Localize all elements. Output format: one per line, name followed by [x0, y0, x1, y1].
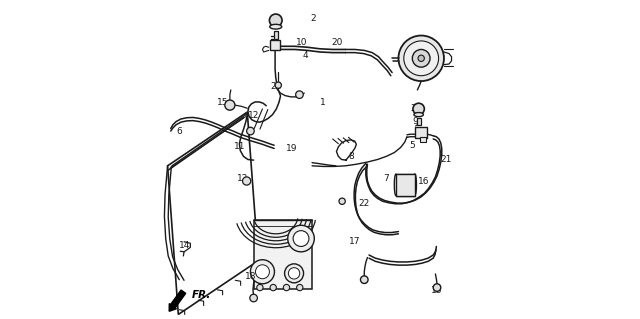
Text: 4: 4	[303, 51, 308, 60]
Circle shape	[246, 127, 254, 135]
Circle shape	[399, 35, 444, 81]
Circle shape	[285, 264, 303, 283]
Circle shape	[404, 41, 438, 76]
Text: 12: 12	[237, 174, 248, 183]
Ellipse shape	[413, 174, 417, 196]
Circle shape	[255, 265, 269, 279]
Text: 22: 22	[271, 82, 282, 91]
Text: 21: 21	[440, 155, 452, 164]
Bar	[270, 40, 280, 50]
Ellipse shape	[394, 174, 397, 196]
Text: 18: 18	[245, 272, 257, 281]
Polygon shape	[168, 112, 259, 315]
Bar	[396, 174, 415, 196]
Text: 5: 5	[409, 141, 415, 150]
Text: 9: 9	[412, 117, 418, 126]
Text: 16: 16	[418, 177, 429, 186]
Bar	[415, 127, 427, 138]
Text: 14: 14	[179, 241, 190, 250]
Circle shape	[225, 100, 235, 110]
Circle shape	[243, 177, 251, 185]
Bar	[420, 137, 426, 142]
Text: 1: 1	[320, 98, 326, 107]
Text: 10: 10	[296, 38, 308, 47]
Text: 2: 2	[310, 14, 316, 23]
Text: 11: 11	[234, 142, 245, 151]
Text: 22: 22	[358, 199, 370, 208]
Circle shape	[296, 285, 303, 291]
FancyArrow shape	[169, 290, 186, 311]
Circle shape	[270, 285, 276, 291]
Circle shape	[296, 91, 303, 99]
Circle shape	[360, 276, 368, 284]
Text: 12: 12	[248, 111, 259, 120]
Circle shape	[339, 198, 346, 204]
Circle shape	[250, 294, 257, 302]
Text: 19: 19	[286, 144, 298, 153]
Bar	[274, 31, 278, 39]
Ellipse shape	[414, 113, 424, 117]
Circle shape	[288, 225, 314, 252]
Text: 13: 13	[431, 286, 443, 295]
Text: 2: 2	[410, 104, 416, 113]
Circle shape	[269, 14, 282, 27]
Circle shape	[275, 82, 282, 88]
Circle shape	[257, 285, 263, 291]
Circle shape	[433, 284, 441, 291]
Circle shape	[413, 103, 424, 115]
Text: 3: 3	[362, 277, 367, 286]
Circle shape	[289, 268, 300, 279]
Text: 8: 8	[349, 152, 355, 161]
Circle shape	[250, 260, 275, 284]
Circle shape	[412, 49, 430, 67]
Text: FR.: FR.	[192, 290, 211, 300]
Text: 15: 15	[217, 98, 228, 107]
Bar	[417, 118, 420, 125]
Circle shape	[284, 285, 290, 291]
Text: 7: 7	[383, 174, 389, 183]
Text: 20: 20	[332, 38, 343, 47]
Ellipse shape	[269, 24, 282, 29]
Text: 17: 17	[349, 237, 360, 246]
Text: 6: 6	[177, 127, 182, 136]
Bar	[253, 219, 312, 289]
Circle shape	[418, 55, 424, 62]
Circle shape	[293, 231, 309, 247]
